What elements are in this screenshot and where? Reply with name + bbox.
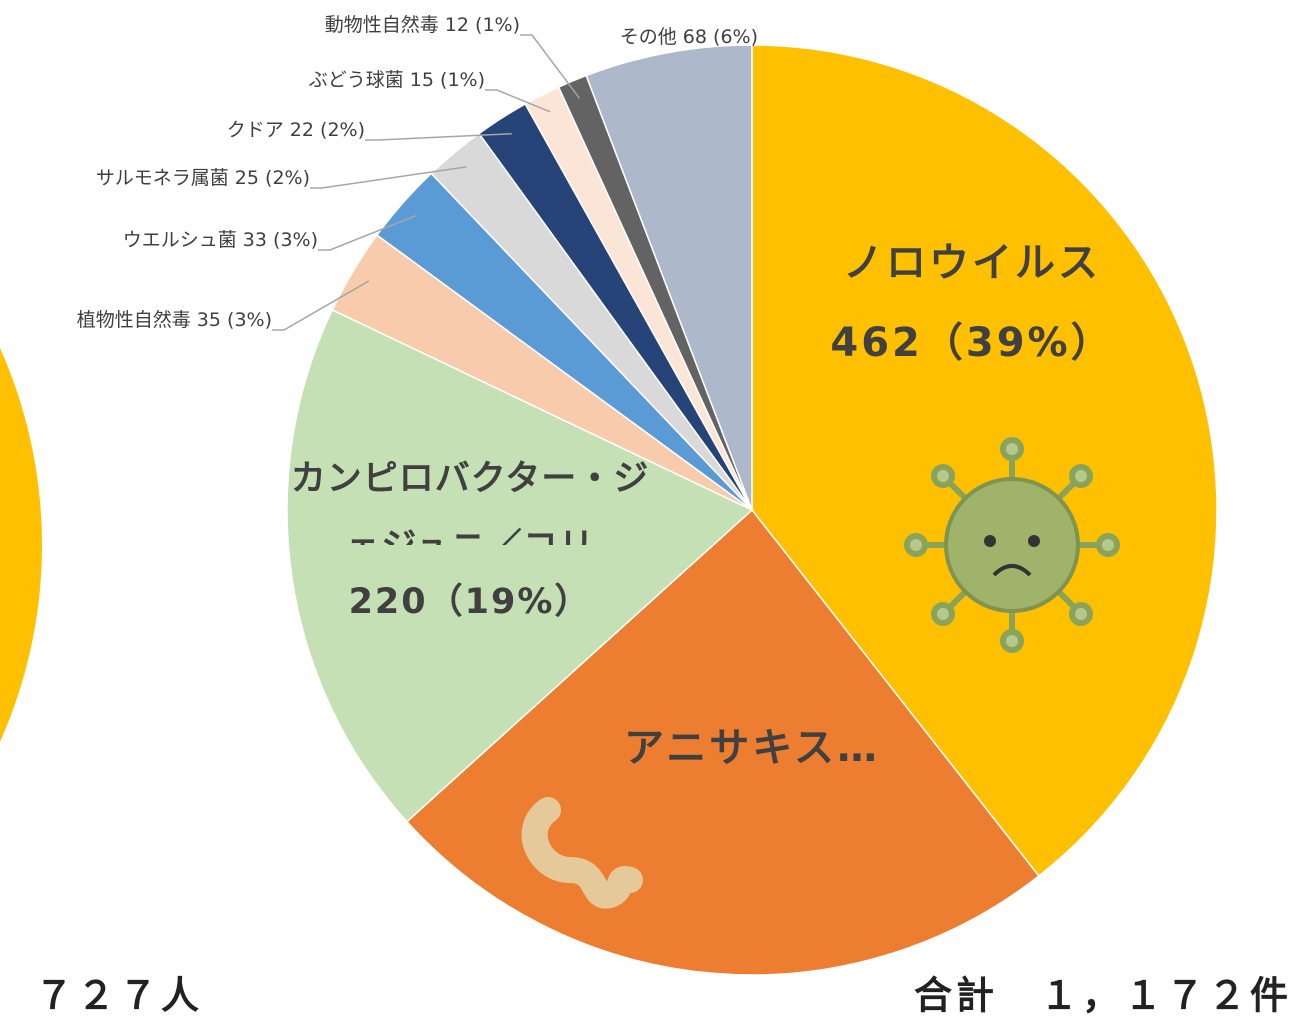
label-part: 12 xyxy=(445,14,469,36)
label-part: ぶどう球菌 xyxy=(309,69,404,91)
data-label: 植物性自然毒 35 (3%) xyxy=(77,309,272,331)
data-label: 動物性自然毒 12 (1%) xyxy=(325,14,520,36)
label-part: (1%) xyxy=(440,69,485,91)
label-part: (6%) xyxy=(713,26,758,48)
label-part: ウエルシュ菌 xyxy=(123,229,237,251)
data-label: サルモネラ属菌 25 (2%) xyxy=(96,167,310,189)
data-label: アニサキス… xyxy=(624,725,880,771)
data-label: 462（39%） xyxy=(830,320,1113,366)
label-part: 25 xyxy=(235,167,259,189)
label-part: 35 xyxy=(197,309,221,331)
label-part: 22 xyxy=(290,119,314,141)
label-part: (3%) xyxy=(227,309,272,331)
total-label: 合計 １，１７２件 xyxy=(914,974,1292,1018)
label-part: クドア xyxy=(227,119,284,141)
adjacent-pie xyxy=(0,63,42,1026)
data-label: その他 68 (6%) xyxy=(620,26,758,48)
data-label: クドア 22 (2%) xyxy=(227,119,365,141)
label-part: (2%) xyxy=(265,167,310,189)
label-part: （39%） xyxy=(923,320,1114,366)
data-label: ぶどう球菌 15 (1%) xyxy=(309,69,485,91)
left-caption: ７２７人 xyxy=(35,974,203,1018)
virus-icon xyxy=(907,440,1117,650)
data-label: ウエルシュ菌 33 (3%) xyxy=(123,229,318,251)
label-part: 33 xyxy=(243,229,267,251)
label-part: 動物性自然毒 xyxy=(325,14,439,36)
label-part: (2%) xyxy=(320,119,365,141)
chart: 植物性自然毒 35 (3%)ウエルシュ菌 33 (3%)サルモネラ属菌 25 (… xyxy=(0,0,1304,1026)
data-label: カンピロバクター・ジェジュニ／コリ xyxy=(290,445,650,545)
label-part: （19%） xyxy=(428,582,592,622)
label-part: サルモネラ属菌 xyxy=(96,167,229,189)
data-label: 220（19%） xyxy=(349,582,592,622)
label-part: 15 xyxy=(410,69,434,91)
label-part: (3%) xyxy=(273,229,318,251)
label-part: その他 xyxy=(620,26,677,48)
label-part: 68 xyxy=(683,26,707,48)
label-part: (1%) xyxy=(475,14,520,36)
label-part: 220 xyxy=(349,582,428,622)
data-label: ノロウイルス xyxy=(843,240,1101,286)
label-part: 462 xyxy=(830,320,923,366)
label-part: 植物性自然毒 xyxy=(77,309,191,331)
data-label-box: カンピロバクター・ジェジュニ／コリ xyxy=(290,445,650,545)
